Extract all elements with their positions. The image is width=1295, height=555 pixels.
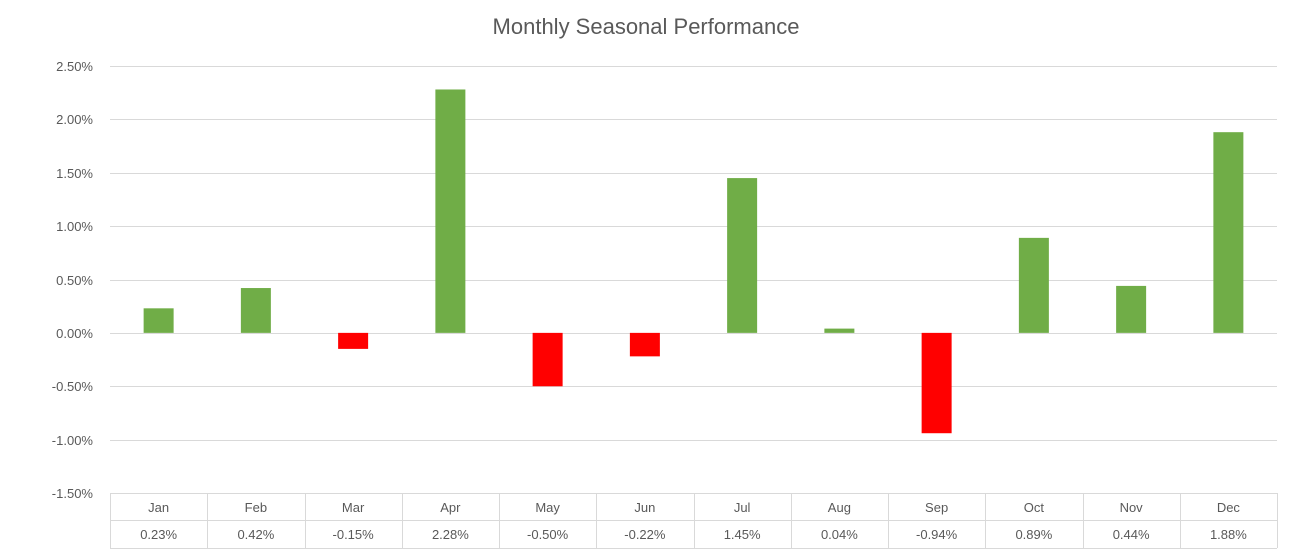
- chart-title: Monthly Seasonal Performance: [493, 14, 800, 39]
- gridlines: [110, 66, 1277, 494]
- bar-oct: [1018, 237, 1049, 333]
- table-month-cell: May: [535, 500, 560, 515]
- y-tick-label: 1.50%: [56, 166, 93, 181]
- table-value-cell: 2.28%: [432, 527, 469, 542]
- y-axis: 2.50% 2.00% 1.50% 1.00% 0.50% 0.00% -0.50% -1.0…: [52, 59, 94, 501]
- y-tick-label: -1.50%: [52, 486, 94, 501]
- table-month-cell: Apr: [440, 500, 461, 515]
- table-month-cell: Dec: [1217, 500, 1241, 515]
- y-tick-label: 2.00%: [56, 112, 93, 127]
- table-value-cell: -0.50%: [527, 527, 569, 542]
- bar-nov: [1116, 285, 1147, 333]
- bar-mar: [338, 332, 369, 349]
- bar-jun: [629, 332, 660, 357]
- table-month-cell: Feb: [245, 500, 267, 515]
- bar-aug: [824, 328, 855, 333]
- table-month-cell: Nov: [1120, 500, 1144, 515]
- table-month-cell: Mar: [342, 500, 365, 515]
- bars: [143, 89, 1244, 434]
- bar-jan: [143, 308, 174, 333]
- table-value-cell: 0.44%: [1113, 527, 1150, 542]
- table-value-cell: -0.94%: [916, 527, 958, 542]
- table-value-cell: 1.45%: [724, 527, 761, 542]
- table-month-cell: Jul: [734, 500, 751, 515]
- y-tick-label: 2.50%: [56, 59, 93, 74]
- y-tick-label: 0.50%: [56, 273, 93, 288]
- y-tick-label: -0.50%: [52, 379, 94, 394]
- y-tick-label: 0.00%: [56, 326, 93, 341]
- table-value-cell: 0.42%: [237, 527, 274, 542]
- y-tick-label: 1.00%: [56, 219, 93, 234]
- table-month-cell: Aug: [828, 500, 851, 515]
- bar-apr: [435, 89, 466, 333]
- table-value-cell: -0.22%: [624, 527, 666, 542]
- table-value-cell: -0.15%: [333, 527, 375, 542]
- y-tick-label: -1.00%: [52, 433, 94, 448]
- table-value-cell: 1.88%: [1210, 527, 1247, 542]
- table-month-cell: Jan: [148, 500, 169, 515]
- bar-feb: [240, 288, 271, 333]
- data-table: Jan 0.23% Feb 0.42% Mar -0.15% Apr 2.28% May -0.5…: [110, 493, 1278, 549]
- bar-jul: [727, 178, 758, 333]
- table-value-cell: 0.23%: [140, 527, 177, 542]
- table-value-cell: 0.04%: [821, 527, 858, 542]
- bar-dec: [1213, 132, 1244, 333]
- bar-sep: [921, 332, 952, 434]
- table-month-cell: Sep: [925, 500, 948, 515]
- table-month-cell: Jun: [634, 500, 655, 515]
- table-month-cell: Oct: [1024, 500, 1045, 515]
- table-value-cell: 0.89%: [1015, 527, 1052, 542]
- bar-may: [532, 332, 563, 387]
